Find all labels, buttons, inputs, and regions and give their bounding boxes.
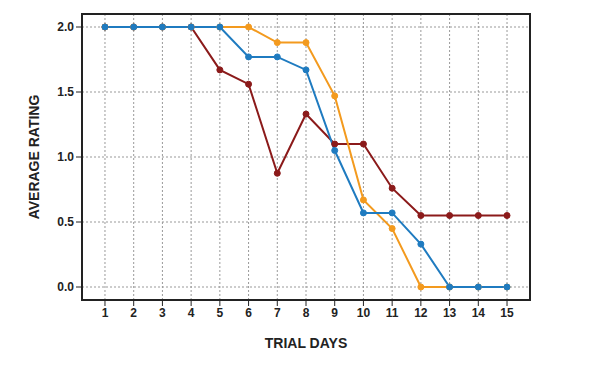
svg-text:12: 12 [414, 306, 428, 320]
svg-text:3: 3 [159, 306, 166, 320]
svg-text:9: 9 [331, 306, 338, 320]
svg-text:5: 5 [217, 306, 224, 320]
svg-text:8: 8 [303, 306, 310, 320]
svg-text:TRIAL DAYS: TRIAL DAYS [265, 335, 347, 351]
svg-text:13: 13 [443, 306, 457, 320]
svg-text:0.0: 0.0 [57, 280, 74, 294]
svg-text:2.0: 2.0 [57, 20, 74, 34]
svg-text:10: 10 [357, 306, 371, 320]
svg-text:2: 2 [130, 306, 137, 320]
svg-text:4: 4 [188, 306, 195, 320]
svg-text:1: 1 [102, 306, 109, 320]
svg-text:0.5: 0.5 [57, 215, 74, 229]
svg-text:6: 6 [245, 306, 252, 320]
svg-text:AVERAGE RATING: AVERAGE RATING [26, 95, 42, 220]
svg-text:11: 11 [386, 306, 399, 320]
svg-text:15: 15 [500, 306, 514, 320]
svg-text:7: 7 [274, 306, 281, 320]
svg-text:1.0: 1.0 [57, 150, 74, 164]
svg-text:1.5: 1.5 [57, 85, 74, 99]
svg-text:14: 14 [472, 306, 486, 320]
